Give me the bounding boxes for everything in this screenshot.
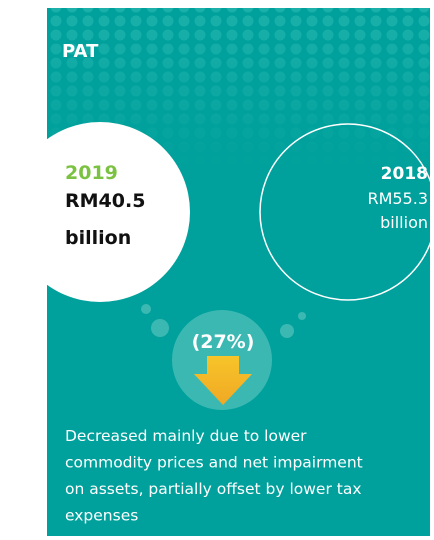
- description: Decreased mainly due to lower commodity p…: [65, 427, 363, 525]
- bubble: [151, 319, 169, 337]
- down-arrow: [194, 356, 252, 405]
- previous-circle: [259, 123, 430, 301]
- bubble: [280, 324, 294, 338]
- previous-amount: RM55.3: [367, 189, 428, 208]
- bubble: [298, 312, 306, 320]
- current-circle: [47, 122, 190, 302]
- current-amount: RM40.5: [65, 190, 145, 212]
- description-line: on assets, partially offset by lower tax: [65, 480, 362, 498]
- description-line: expenses: [65, 507, 138, 525]
- description-line: commodity prices and net impairment: [65, 454, 363, 472]
- title: PAT: [62, 41, 99, 62]
- change: (27%): [192, 331, 255, 353]
- current-year: 2019: [65, 162, 118, 184]
- panel: [47, 8, 430, 536]
- top-strip: [47, 0, 430, 8]
- bubble: [141, 304, 151, 314]
- current-unit: billion: [65, 227, 131, 249]
- previous-unit: billion: [380, 213, 428, 232]
- previous-year: 2018: [381, 164, 428, 184]
- description-line: Decreased mainly due to lower: [65, 427, 307, 445]
